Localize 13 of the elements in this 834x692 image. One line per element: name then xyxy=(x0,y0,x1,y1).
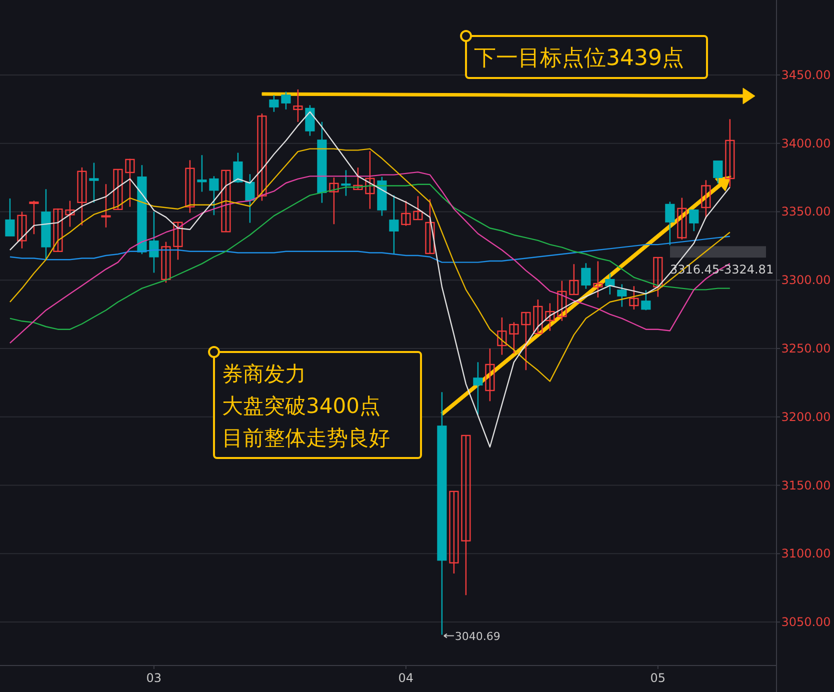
y-tick-label: 3300.00 xyxy=(781,273,831,288)
y-tick-label: 3100.00 xyxy=(781,546,831,561)
y-tick-label: 3450.00 xyxy=(781,68,831,82)
y-tick-label: 3200.00 xyxy=(781,410,831,424)
x-tick-label: 04 xyxy=(398,671,414,685)
y-tick-label: 3350.00 xyxy=(781,204,831,219)
annotation: 3040.69 xyxy=(454,630,500,643)
x-tick-label: 05 xyxy=(650,671,666,685)
x-tick-label: 03 xyxy=(146,671,162,685)
y-tick-label: 3050.00 xyxy=(781,615,831,630)
y-tick-label: 3400.00 xyxy=(781,136,831,150)
y-tick-label: 3250.00 xyxy=(781,342,831,356)
y-tick-label: 3150.00 xyxy=(781,478,831,492)
